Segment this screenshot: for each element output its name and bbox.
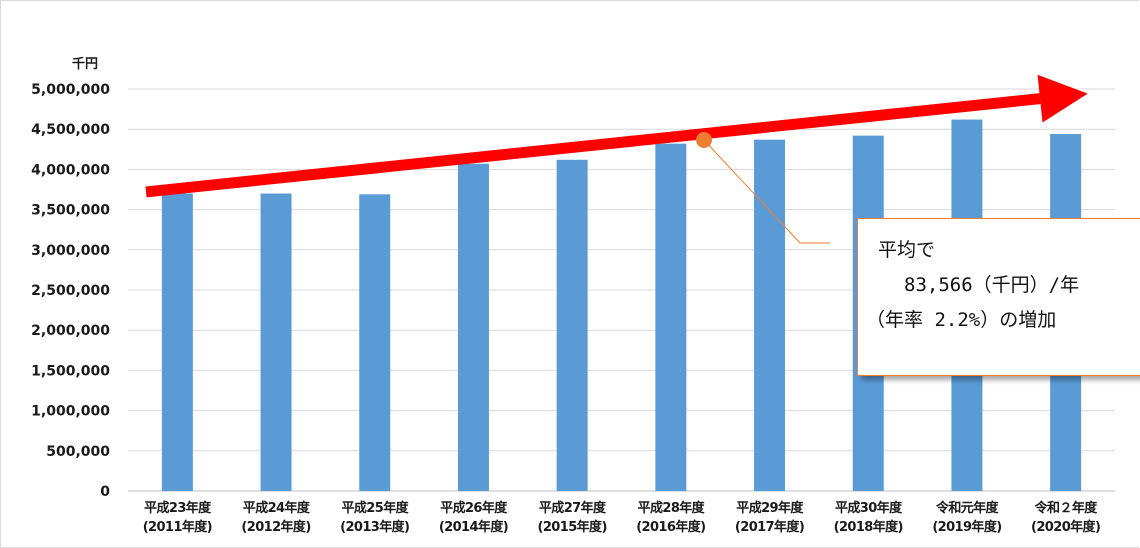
y-tick-label: 2,500,000 bbox=[31, 283, 110, 299]
x-tick-label: (2014年度) bbox=[439, 519, 508, 535]
leader-line bbox=[703, 139, 830, 244]
x-tick-label: 平成28年度 bbox=[638, 500, 706, 516]
x-tick-label: (2020年度) bbox=[1031, 519, 1100, 535]
y-tick-label: 500,000 bbox=[46, 444, 110, 460]
x-tick-label: (2018年度) bbox=[834, 519, 903, 535]
trend-marker bbox=[696, 132, 712, 148]
bar bbox=[161, 193, 193, 491]
x-tick-label: (2019年度) bbox=[932, 519, 1001, 535]
x-tick-label: 平成26年度 bbox=[440, 500, 508, 516]
x-tick-label: (2015年度) bbox=[538, 519, 607, 535]
bar bbox=[457, 163, 489, 491]
bar bbox=[655, 143, 687, 491]
x-tick-label: 令和元年度 bbox=[936, 500, 1000, 516]
x-tick-label: 平成30年度 bbox=[835, 500, 903, 516]
y-tick-label: 3,000,000 bbox=[31, 243, 110, 259]
y-axis-unit: 千円 bbox=[72, 56, 98, 72]
x-tick-label: 平成23年度 bbox=[144, 500, 212, 516]
y-tick-label: 4,000,000 bbox=[31, 162, 110, 178]
x-tick-label: (2013年度) bbox=[340, 519, 409, 535]
x-tick-label: 平成27年度 bbox=[539, 500, 607, 516]
callout-line-3: （年率 2.2%）の増加 bbox=[866, 309, 1057, 331]
x-tick-label: (2016年度) bbox=[636, 519, 705, 535]
y-tick-label: 4,500,000 bbox=[31, 122, 110, 138]
callout-line-2: 83,566（千円）/年 bbox=[904, 274, 1080, 296]
x-tick-label: 平成24年度 bbox=[243, 500, 311, 516]
y-tick-label: 0 bbox=[100, 484, 110, 500]
x-tick-label: (2012年度) bbox=[241, 519, 310, 535]
y-tick-labels: 0 500,000 1,000,000 1,500,000 2,000,000 2,500… bbox=[31, 82, 110, 500]
x-tick-label: (2017年度) bbox=[735, 519, 804, 535]
trend-arrow bbox=[145, 74, 1088, 198]
x-tick-labels: 平成23年度 (2011年度) 平成24年度 (2012年度) 平成25年度 (2013年… bbox=[143, 500, 1101, 535]
x-tick-label: 平成29年度 bbox=[736, 500, 804, 516]
bar bbox=[556, 159, 588, 491]
x-tick-label: 平成25年度 bbox=[342, 500, 410, 516]
arrow-head bbox=[1037, 74, 1088, 123]
callout-leader bbox=[703, 139, 830, 244]
x-tick-label: 令和２年度 bbox=[1035, 500, 1099, 516]
bar bbox=[754, 139, 786, 492]
y-tick-label: 1,000,000 bbox=[31, 404, 110, 420]
callout-line-1: 平均で bbox=[878, 239, 936, 261]
annotation-callout: 平均で 83,566（千円）/年 （年率 2.2%）の増加 bbox=[857, 218, 1140, 376]
bar bbox=[260, 193, 292, 491]
y-tick-label: 1,500,000 bbox=[31, 363, 110, 379]
trend-line bbox=[145, 93, 1041, 198]
y-tick-label: 5,000,000 bbox=[31, 82, 110, 98]
x-tick-label: (2011年度) bbox=[143, 519, 212, 535]
y-tick-label: 2,000,000 bbox=[31, 323, 110, 339]
gridlines bbox=[128, 88, 1115, 492]
y-tick-label: 3,500,000 bbox=[31, 203, 110, 219]
bar bbox=[359, 194, 391, 491]
